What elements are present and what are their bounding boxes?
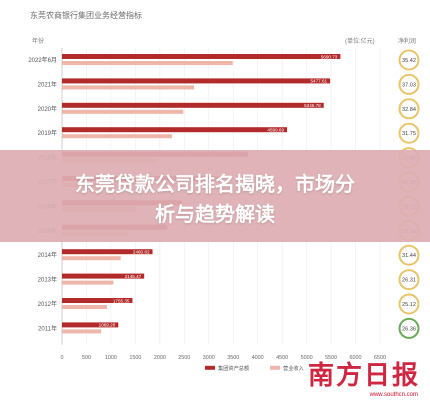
roe-badge [398, 293, 420, 315]
x-tick-label: 1000 [105, 355, 117, 361]
bar-value-label: 5690.73 [321, 54, 338, 59]
bar-value-label: 1069.28 [99, 323, 116, 328]
newspaper-logo: 南方日报 [307, 361, 420, 391]
bar-secondary [62, 256, 121, 261]
roe-value: 37.03 [402, 82, 416, 88]
chart-title: 东莞农商银行集团业务经营指标 [30, 11, 142, 20]
roe-value: 35.42 [402, 58, 416, 64]
roe-value: 26.31 [402, 278, 416, 284]
headline-text: 东莞贷款公司排名揭晓，市场分 析与趋势解读 [0, 170, 430, 230]
x-tick-label: 2500 [178, 355, 190, 361]
roe-value: 26.36 [402, 326, 416, 332]
x-tick-label: 5000 [301, 355, 313, 361]
bar-secondary [62, 280, 114, 285]
unit-label: (单位:亿元) [345, 39, 375, 45]
x-tick-label: 500 [82, 355, 91, 361]
legend-label-secondary: 营业收入 [283, 364, 304, 372]
headline-line-2: 析与趋势解读 [155, 204, 275, 226]
x-tick-label: 1500 [129, 355, 141, 361]
bar-asset-total [62, 322, 119, 328]
roe-badge [398, 244, 420, 266]
category-label: 2019年 [38, 129, 57, 137]
headline-line-1: 东莞贷款公司排名揭晓，市场分 [75, 174, 355, 196]
bar-asset-total [62, 249, 153, 255]
legend-swatch-secondary [270, 365, 280, 370]
bar-asset-total [62, 127, 288, 133]
roe-badge [398, 98, 420, 120]
category-label: 2014年 [38, 251, 57, 259]
x-tick-label: 6000 [350, 355, 362, 361]
bar-asset-total [62, 54, 341, 59]
roe-badge [398, 317, 420, 339]
roe-value: 31.75 [402, 131, 416, 137]
x-tick-label: 6500 [374, 355, 386, 361]
bar-secondary [62, 61, 233, 65]
x-tick-label: 5500 [325, 355, 337, 361]
x-tick-label: 0 [61, 355, 64, 361]
bar-value-label: 2460.82 [133, 250, 150, 255]
bar-asset-total [62, 78, 331, 84]
bar-value-label: 5346.78 [304, 103, 321, 108]
roe-value: 31.44 [402, 253, 416, 259]
x-tick-label: 4500 [276, 355, 288, 361]
x-tick-label: 2000 [154, 355, 166, 361]
category-label: 2021年 [38, 80, 57, 88]
bar-value-label: 2145.47 [125, 274, 142, 279]
bar-secondary [62, 134, 173, 139]
newspaper-site: www.southcn.com [369, 392, 418, 398]
category-label: 2013年 [38, 276, 57, 284]
legend-swatch-primary [205, 365, 215, 370]
bar-secondary [62, 329, 102, 334]
bar-secondary [62, 305, 108, 309]
bar-value-label: 1755.35 [113, 298, 130, 303]
roe-badge [398, 73, 420, 95]
headline-banner [0, 150, 430, 242]
x-tick-label: 3000 [203, 355, 215, 361]
roe-badge [398, 122, 420, 144]
category-label: 2011年 [38, 324, 57, 332]
bar-secondary [62, 109, 184, 114]
x-tick-label: 4000 [252, 355, 264, 361]
bar-asset-total [62, 298, 133, 303]
roe-badge [398, 49, 420, 71]
category-label: 2020年 [38, 105, 57, 113]
roe-value: 32.84 [402, 107, 416, 113]
category-label: 2012年 [38, 300, 57, 308]
year-column-label: 年份 [32, 39, 45, 45]
bar-asset-total [62, 102, 324, 108]
roe-column-label: 净利润 [398, 39, 417, 45]
bar-secondary [62, 85, 195, 90]
bar-value-label: 5477.61 [310, 79, 327, 84]
x-tick-label: 3500 [227, 355, 239, 361]
roe-badge [398, 269, 420, 291]
bar-asset-total [62, 273, 145, 279]
roe-value: 25.12 [402, 302, 416, 308]
category-label: 2022年6月 [28, 56, 57, 64]
bar-value-label: 4599.69 [267, 128, 284, 133]
legend-label-primary: 集团资产总额 [218, 364, 250, 372]
